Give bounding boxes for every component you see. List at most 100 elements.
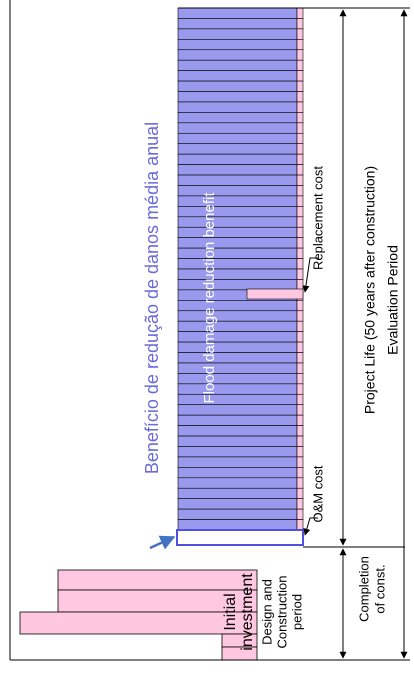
benefit-stripe <box>177 39 298 51</box>
om-stripe <box>296 49 304 61</box>
benefit-stripe <box>177 185 298 197</box>
benefit-stripe <box>177 279 298 291</box>
om-stripe <box>296 508 304 520</box>
benefit-stripe <box>177 101 298 113</box>
om-stripe <box>296 519 304 531</box>
benefit-stripe <box>177 373 298 385</box>
benefit-stripe <box>177 132 298 145</box>
benefit-stripe <box>177 195 298 207</box>
om-stripe <box>296 70 304 82</box>
om-stripe <box>296 435 304 447</box>
om-stripe <box>296 39 304 51</box>
benefit-stripe <box>177 174 298 186</box>
om-stripe <box>296 237 304 249</box>
benefit-stripe <box>177 206 298 218</box>
benefit-stripe <box>177 300 298 312</box>
benefit-stripe <box>177 446 298 458</box>
benefit-stripe <box>177 112 298 124</box>
om-stripe <box>296 362 304 374</box>
om-stripe <box>296 153 304 165</box>
benefit-stripe <box>177 404 298 416</box>
om-stripe <box>296 247 304 259</box>
benefit-stripe <box>177 70 298 82</box>
investment-bar <box>19 611 258 635</box>
benefit-bars <box>177 7 304 531</box>
om-stripe <box>296 91 304 103</box>
benefit-stripe <box>177 456 298 468</box>
om-stripe <box>296 487 304 499</box>
om-stripe <box>296 498 304 510</box>
replacement-pointer <box>302 257 318 293</box>
first-year-box <box>176 529 304 546</box>
om-stripe <box>296 226 304 238</box>
benefit-stripe <box>177 352 298 364</box>
om-stripe <box>296 456 304 468</box>
om-stripe <box>296 404 304 416</box>
benefit-stripe <box>177 425 298 437</box>
om-stripe <box>296 268 304 280</box>
benefit-stripe <box>177 268 298 280</box>
om-stripe <box>296 132 304 145</box>
om-stripe <box>296 331 304 343</box>
benefit-stripe <box>177 310 298 322</box>
benefit-stripe <box>177 362 298 374</box>
om-stripe <box>296 7 304 19</box>
benefit-stripe <box>177 519 298 531</box>
om-stripe <box>296 28 304 40</box>
design-label: period <box>289 594 304 630</box>
completion-label: of const. <box>372 564 387 613</box>
om-stripe <box>296 80 304 92</box>
benefit-stripe <box>177 28 298 40</box>
om-stripe <box>296 279 304 291</box>
om-stripe <box>296 143 304 155</box>
benefit-en-label: Flood damage reduction benefit <box>201 192 218 404</box>
om-stripe <box>296 341 304 353</box>
benefit-stripe <box>177 7 298 19</box>
benefit-stripe <box>177 80 298 92</box>
benefit-stripe <box>177 341 298 353</box>
om-stripe <box>296 164 304 176</box>
benefit-stripe <box>177 393 298 406</box>
om-stripe <box>296 373 304 385</box>
benefit-stripe <box>177 91 298 103</box>
om-stripe <box>296 425 304 437</box>
benefit-stripe <box>177 226 298 238</box>
om-stripe <box>296 195 304 207</box>
om-stripe <box>296 258 304 270</box>
benefit-stripe <box>177 18 298 30</box>
benefit-stripe <box>177 435 298 447</box>
replacement-label: Replacement cost <box>310 166 325 270</box>
benefit-stripe <box>177 498 298 510</box>
investment-bar <box>57 569 258 591</box>
om-stripe <box>296 446 304 458</box>
om-stripe <box>296 467 304 479</box>
benefit-pointer <box>149 535 176 550</box>
benefit-stripe <box>177 383 298 395</box>
design-label: Construction <box>274 576 289 649</box>
om-stripe <box>296 414 304 426</box>
om-stripe <box>296 174 304 186</box>
benefit-stripe <box>177 487 298 499</box>
benefit-stripe <box>177 164 298 176</box>
om-label: O&M cost <box>310 465 325 522</box>
benefit-stripe <box>177 237 298 249</box>
benefit-stripe <box>177 414 298 426</box>
benefit-pt-label: Benefício de redução de danos média anua… <box>142 122 162 474</box>
benefit-stripe <box>177 247 298 259</box>
om-stripe <box>296 206 304 218</box>
benefit-stripe <box>177 143 298 155</box>
benefit-stripe <box>177 331 298 343</box>
om-stripe <box>296 185 304 197</box>
initial-label: investment <box>239 573 256 651</box>
om-stripe <box>296 59 304 71</box>
investment-bars <box>19 569 258 661</box>
initial-label: Initial <box>222 593 239 630</box>
benefit-stripe <box>177 49 298 61</box>
completion-label: Completion <box>356 556 371 622</box>
om-stripe <box>296 112 304 124</box>
om-stripe <box>296 18 304 30</box>
om-stripe <box>296 310 304 322</box>
om-stripe <box>296 383 304 395</box>
